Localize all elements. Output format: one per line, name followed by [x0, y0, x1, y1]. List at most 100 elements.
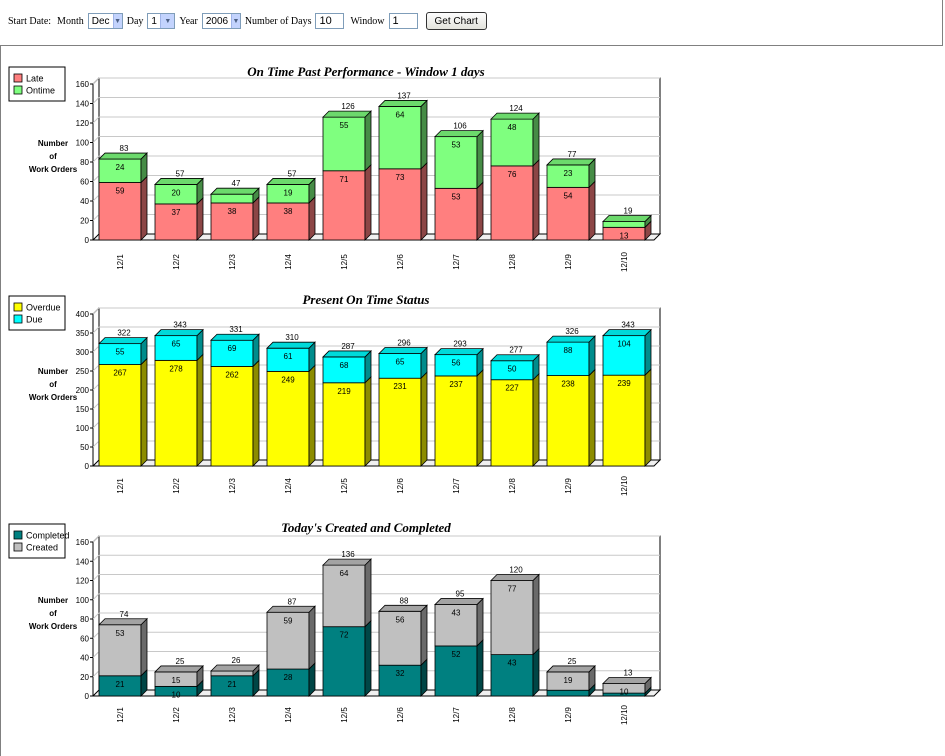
month-select[interactable]: Dec ▼ [87, 13, 123, 29]
bar-side-due [644, 328, 652, 377]
year-select-value: 2006 [205, 15, 229, 27]
bar-side-created [532, 573, 540, 656]
x-tick-label: 12/10 [620, 475, 629, 496]
y-axis-label: Work Orders [29, 622, 78, 631]
x-tick-label: 12/3 [228, 707, 237, 723]
bar-total-label: 293 [453, 340, 467, 349]
x-tick-label: 12/5 [340, 707, 349, 723]
bar-segment-created [98, 624, 142, 677]
y-tick-label: 60 [80, 634, 89, 643]
y-tick-label: 100 [76, 424, 90, 433]
window-input[interactable]: 1 [388, 13, 418, 29]
bar-value-label: 53 [452, 192, 461, 201]
x-tick-label: 12/6 [396, 254, 405, 270]
x-tick-label: 12/6 [396, 478, 405, 494]
number-of-days-label: Number of Days [244, 15, 312, 27]
year-select[interactable]: 2006 ▼ [201, 13, 241, 29]
bar-value-label: 104 [617, 340, 631, 349]
x-tick-label: 12/1 [116, 707, 125, 723]
chart-2: 0 50 100 150 200 250 300 350 400 Number of Work Ord… [8, 292, 662, 496]
bar-value-label: 227 [505, 384, 519, 393]
bar-value-label: 24 [116, 163, 125, 172]
y-tick-label: 350 [76, 329, 90, 338]
x-tick-label: 12/3 [228, 254, 237, 270]
bar-value-label: 219 [337, 387, 351, 396]
bar-total-label: 87 [288, 597, 297, 606]
chevron-down-icon[interactable]: ▼ [112, 14, 122, 28]
bar-side-due [588, 335, 596, 377]
bar-value-label: 64 [340, 569, 349, 578]
legend: Late Ontime [8, 66, 66, 102]
bar-value-label: 53 [452, 141, 461, 150]
bar-top [546, 665, 596, 673]
bar-total-label: 310 [285, 333, 299, 342]
bar-total-label: 74 [120, 610, 129, 619]
bar-total-label: 120 [509, 566, 523, 575]
bar-top [98, 152, 148, 160]
bar-value-label: 56 [396, 615, 405, 624]
legend-label: Overdue [26, 303, 61, 313]
bar-top [210, 664, 260, 672]
bar-total-label: 326 [565, 327, 579, 336]
y-tick-label: 100 [76, 596, 90, 605]
x-tick-label: 12/1 [116, 254, 125, 270]
bar-segment-due [546, 341, 590, 376]
bar-side-overdue [196, 353, 204, 467]
chevron-down-icon[interactable]: ▼ [160, 14, 175, 28]
bar-top [210, 333, 260, 341]
window-label: Window [350, 15, 385, 27]
day-select-value: 1 [151, 15, 157, 27]
bar-side-overdue [644, 368, 652, 467]
get-chart-button[interactable]: Get Chart [425, 12, 487, 30]
start-date-label: Start Date: [8, 15, 52, 27]
day-select[interactable]: 1 ▼ [147, 13, 176, 29]
y-tick-label: 60 [80, 178, 89, 187]
bar-value-label: 76 [508, 170, 517, 179]
gridline-depth [92, 402, 100, 410]
bar-total-label: 137 [397, 91, 411, 100]
bar-side-late [420, 161, 428, 241]
legend-box [8, 295, 66, 331]
y-tick-label: 20 [80, 673, 89, 682]
gridline-depth [92, 612, 100, 620]
bar-top [154, 329, 204, 337]
bar-total-label: 83 [120, 144, 129, 153]
bar-top [602, 329, 652, 337]
y-tick-label: 80 [80, 158, 89, 167]
bar-value-label: 21 [116, 680, 125, 689]
bar-total-label: 106 [453, 122, 467, 131]
bar-segment-ontime [490, 118, 534, 167]
bar-value-label: 77 [508, 585, 517, 594]
bar-value-label: 38 [284, 207, 293, 216]
bar-top [210, 187, 260, 195]
bar-top [378, 100, 428, 107]
bar-value-label: 19 [284, 188, 293, 197]
gridline-depth [92, 535, 100, 543]
bar-total-label: 126 [341, 102, 355, 111]
bar-segment-late [154, 203, 198, 241]
bar-top [322, 350, 372, 358]
number-of-days-input[interactable]: 10 [315, 13, 345, 29]
chart-3: 0 20 40 60 80 100 120 140 160 Number of Work Orders… [8, 520, 662, 725]
bar-top [322, 558, 372, 566]
bar-value-label: 28 [284, 673, 293, 682]
bar-top [378, 347, 428, 354]
y-tick-label: 20 [80, 217, 89, 226]
chart-title: On Time Past Performance - Window 1 days [247, 64, 485, 79]
bar-value-label: 56 [452, 359, 461, 368]
bar-value-label: 20 [172, 188, 181, 197]
x-tick-label: 12/5 [340, 254, 349, 270]
y-tick-label: 40 [80, 654, 89, 663]
bar-total-label: 57 [288, 169, 297, 178]
chevron-down-icon[interactable]: ▼ [231, 14, 240, 28]
bar-value-label: 238 [561, 380, 575, 389]
bar-top [154, 665, 204, 673]
bar-total-label: 26 [232, 656, 241, 665]
chart-title: Today's Created and Completed [281, 520, 451, 535]
bar-segment-overdue [602, 374, 646, 467]
legend-swatch [13, 73, 23, 83]
bar-value-label: 239 [617, 379, 631, 388]
bar-segment-completed [490, 654, 534, 697]
bar-value-label: 48 [508, 123, 517, 132]
bar-side-ontime [420, 99, 428, 170]
